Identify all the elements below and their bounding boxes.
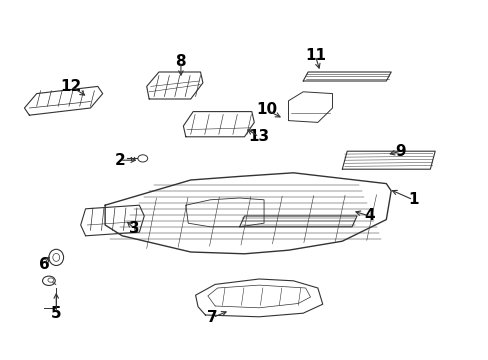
Text: 11: 11 (305, 48, 325, 63)
Text: 6: 6 (39, 257, 49, 272)
Text: 1: 1 (407, 192, 418, 207)
Text: 5: 5 (51, 306, 61, 321)
Text: 2: 2 (114, 153, 125, 168)
Text: 12: 12 (60, 79, 81, 94)
Text: 4: 4 (363, 208, 374, 224)
Text: 8: 8 (175, 54, 186, 69)
Text: 7: 7 (207, 310, 218, 325)
Text: 13: 13 (248, 129, 269, 144)
Text: 9: 9 (395, 144, 406, 159)
Text: 10: 10 (255, 102, 277, 117)
Text: 3: 3 (129, 221, 140, 236)
